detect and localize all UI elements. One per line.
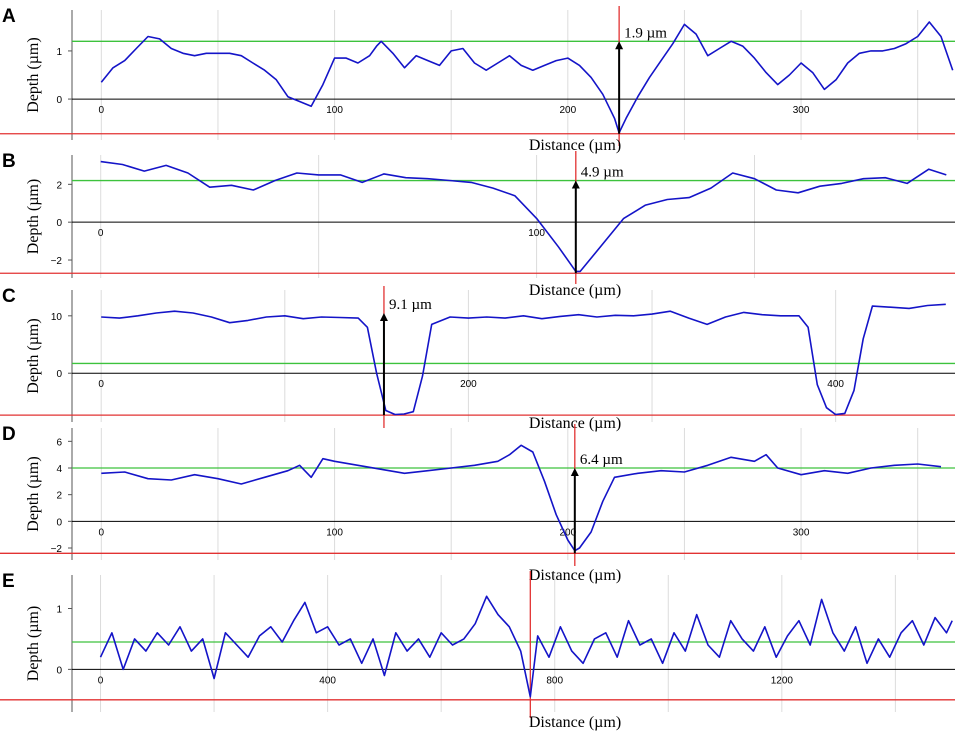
panel-a: 0 1 0 100 200 300 1.9 µm A Depth (µm) Distance (µ…: [0, 6, 955, 154]
x-tick-label: 400: [827, 379, 844, 390]
x-tick-label: 300: [793, 527, 810, 538]
panel-letter: C: [2, 286, 16, 307]
depth-profile-line: [100, 21, 954, 134]
x-tick-label: 0: [98, 228, 104, 239]
panel-letter: B: [2, 151, 16, 172]
x-tick-label: 200: [559, 527, 576, 538]
y-tick-label: 6: [56, 437, 62, 448]
depth-profile-line: [99, 595, 953, 698]
x-tick-label: 400: [319, 675, 336, 686]
arrow-head: [379, 312, 388, 321]
x-axis-title: Distance (µm): [529, 282, 621, 299]
y-tick-label: 2: [56, 491, 62, 502]
y-tick-label: −2: [51, 256, 63, 267]
panel-b: −2 0 2 0 100 4.9 µm B Depth (µm) Distance (µm): [0, 151, 955, 299]
x-tick-label: 0: [99, 105, 105, 116]
y-tick-label: 1: [56, 47, 62, 58]
panel-e: 0 1 0 400 800 1200 E Depth (µm) Distance (µm): [0, 571, 955, 731]
x-tick-label: 0: [98, 675, 104, 686]
depth-annotation: 4.9 µm: [581, 165, 624, 181]
x-tick-label: 200: [559, 105, 576, 116]
x-tick-label: 800: [546, 675, 563, 686]
x-tick-label: 100: [326, 105, 343, 116]
y-tick-label: −2: [51, 544, 63, 555]
y-axis-title: Depth (µm): [25, 318, 42, 393]
depth-profile-line: [101, 303, 946, 416]
y-tick-label: 10: [51, 312, 63, 323]
x-tick-label: 1200: [771, 675, 794, 686]
y-axis-title: Depth (µm): [25, 179, 42, 254]
x-axis-title: Distance (µm): [529, 137, 621, 154]
panel-letter: E: [2, 571, 15, 592]
y-tick-label: 0: [56, 369, 62, 380]
panel-d: −2 0 2 4 6 0 100 200 300 6.4 µm D Depth (µm) Distanc…: [0, 424, 955, 584]
y-tick-label: 1: [56, 604, 62, 615]
y-tick-label: 0: [56, 218, 62, 229]
arrow-head: [570, 468, 579, 476]
y-tick-label: 0: [56, 665, 62, 676]
panel-letter: A: [2, 6, 16, 27]
y-axis-title: Depth (µm): [25, 606, 42, 681]
panel-letter: D: [2, 424, 16, 445]
x-axis-title: Distance (µm): [529, 415, 621, 432]
x-tick-label: 100: [326, 527, 343, 538]
x-tick-label: 0: [99, 527, 105, 538]
y-tick-label: 4: [56, 464, 62, 475]
y-tick-label: 0: [56, 517, 62, 528]
x-tick-label: 100: [528, 228, 545, 239]
depth-annotation: 9.1 µm: [389, 297, 432, 313]
y-axis-title: Depth (µm): [25, 456, 42, 531]
y-tick-label: 0: [56, 95, 62, 106]
x-axis-title: Distance (µm): [529, 714, 621, 731]
depth-profile-line: [100, 160, 947, 273]
y-axis-title: Depth (µm): [25, 37, 42, 112]
arrow-head: [571, 180, 580, 189]
depth-annotation: 1.9 µm: [624, 25, 667, 41]
x-tick-label: 300: [793, 105, 810, 116]
x-axis-title: Distance (µm): [529, 567, 621, 584]
x-tick-label: 200: [460, 379, 477, 390]
depth-profile-line: [101, 444, 942, 552]
depth-annotation: 6.4 µm: [580, 452, 623, 468]
arrow-head: [615, 41, 624, 50]
x-tick-label: 0: [98, 379, 104, 390]
y-tick-label: 2: [56, 180, 62, 191]
